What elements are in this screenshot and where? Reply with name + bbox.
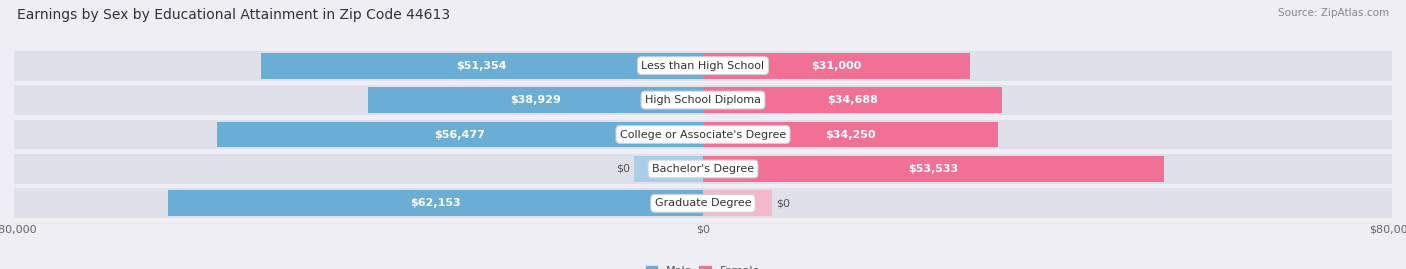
- Bar: [14, 85, 1392, 115]
- Bar: [14, 188, 1392, 218]
- Text: $51,354: $51,354: [457, 61, 508, 71]
- Text: $62,153: $62,153: [411, 198, 461, 208]
- Text: $38,929: $38,929: [510, 95, 561, 105]
- Legend: Male, Female: Male, Female: [641, 261, 765, 269]
- Bar: [368, 87, 703, 113]
- Bar: [260, 53, 703, 79]
- Text: $31,000: $31,000: [811, 61, 862, 71]
- Text: Bachelor's Degree: Bachelor's Degree: [652, 164, 754, 174]
- Bar: [703, 190, 772, 216]
- Text: Less than High School: Less than High School: [641, 61, 765, 71]
- Bar: [167, 190, 703, 216]
- Text: $34,688: $34,688: [827, 95, 877, 105]
- Text: $53,533: $53,533: [908, 164, 959, 174]
- Text: Source: ZipAtlas.com: Source: ZipAtlas.com: [1278, 8, 1389, 18]
- Text: $56,477: $56,477: [434, 129, 485, 140]
- Text: Earnings by Sex by Educational Attainment in Zip Code 44613: Earnings by Sex by Educational Attainmen…: [17, 8, 450, 22]
- Text: Graduate Degree: Graduate Degree: [655, 198, 751, 208]
- Text: $0: $0: [776, 198, 790, 208]
- Text: $0: $0: [616, 164, 630, 174]
- Bar: [14, 119, 1392, 150]
- Bar: [703, 122, 998, 147]
- Bar: [703, 53, 970, 79]
- Text: High School Diploma: High School Diploma: [645, 95, 761, 105]
- Bar: [217, 122, 703, 147]
- Bar: [14, 51, 1392, 81]
- Text: $34,250: $34,250: [825, 129, 876, 140]
- Bar: [634, 156, 703, 182]
- Text: College or Associate's Degree: College or Associate's Degree: [620, 129, 786, 140]
- Bar: [14, 154, 1392, 184]
- Bar: [703, 156, 1164, 182]
- Bar: [703, 87, 1001, 113]
